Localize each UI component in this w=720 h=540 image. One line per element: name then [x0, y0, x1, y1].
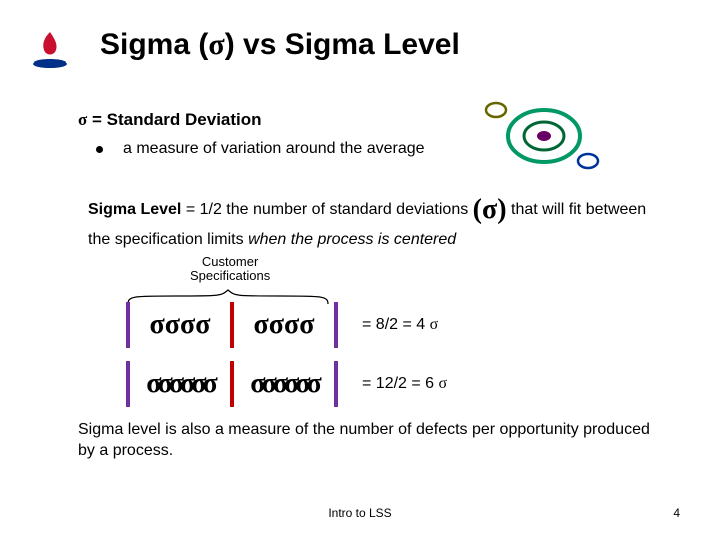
- limit-bar-right: [334, 361, 338, 407]
- sigma-level-label: Sigma Level: [88, 201, 181, 218]
- gsu-logo: [28, 28, 72, 72]
- six-sigma-eq-sigma: σ: [439, 375, 448, 392]
- std-dev-bullet-row: a measure of variation around the averag…: [96, 140, 425, 158]
- custspec-l2: Specifications: [190, 269, 270, 283]
- title-sigma: σ: [208, 28, 224, 61]
- four-sigma-eq-sigma: σ: [430, 316, 439, 333]
- four-sigma-row: σσσσ σσσσ = 8/2 = 4 σ: [126, 302, 438, 348]
- four-sigma-eq: = 8/2 = 4 σ: [362, 316, 438, 334]
- conclusion-text: Sigma level is also a measure of the num…: [78, 420, 658, 462]
- title-part-2: ) vs Sigma Level: [225, 28, 460, 61]
- sigma-level-mid1: = 1/2 the number of standard deviations: [181, 201, 472, 218]
- std-dev-bullet-text: a measure of variation around the averag…: [123, 140, 425, 158]
- six-sigma-row: σσσσσσ σσσσσσ = 12/2 = 6 σ: [126, 361, 447, 407]
- six-sigma-left: σσσσσσ: [130, 368, 230, 400]
- target-graphic: [482, 95, 602, 180]
- footer-title: Intro to LSS: [0, 506, 720, 520]
- sigma-level-definition: Sigma Level = 1/2 the number of standard…: [88, 190, 648, 252]
- sigma-level-big-sigma: σ: [482, 194, 497, 225]
- page-number: 4: [673, 506, 680, 520]
- six-sigma-eq: = 12/2 = 6 σ: [362, 375, 447, 393]
- bullet-icon: [96, 146, 103, 153]
- custspec-l1: Customer: [190, 255, 270, 269]
- std-dev-text: = Standard Deviation: [87, 110, 261, 129]
- four-sigma-left: σσσσ: [130, 309, 230, 341]
- four-sigma-eq-text: = 8/2 = 4: [362, 316, 430, 333]
- six-sigma-eq-text: = 12/2 = 6: [362, 375, 439, 392]
- four-sigma-right: σσσσ: [234, 309, 334, 341]
- std-dev-heading: σ = Standard Deviation: [78, 110, 262, 130]
- slide-title: Sigma (σ) vs Sigma Level: [100, 28, 460, 62]
- title-part-1: Sigma (: [100, 28, 208, 61]
- std-dev-sigma: σ: [78, 110, 87, 129]
- six-sigma-right: σσσσσσ: [234, 368, 334, 400]
- sigma-level-paren-close: ): [497, 194, 506, 225]
- slide: Sigma (σ) vs Sigma Level σ = Standard De…: [0, 0, 720, 540]
- sigma-level-italic: when the process is centered: [248, 231, 456, 248]
- sigma-level-paren-open: (: [473, 194, 482, 225]
- customer-spec-label: Customer Specifications: [190, 255, 270, 284]
- limit-bar-right: [334, 302, 338, 348]
